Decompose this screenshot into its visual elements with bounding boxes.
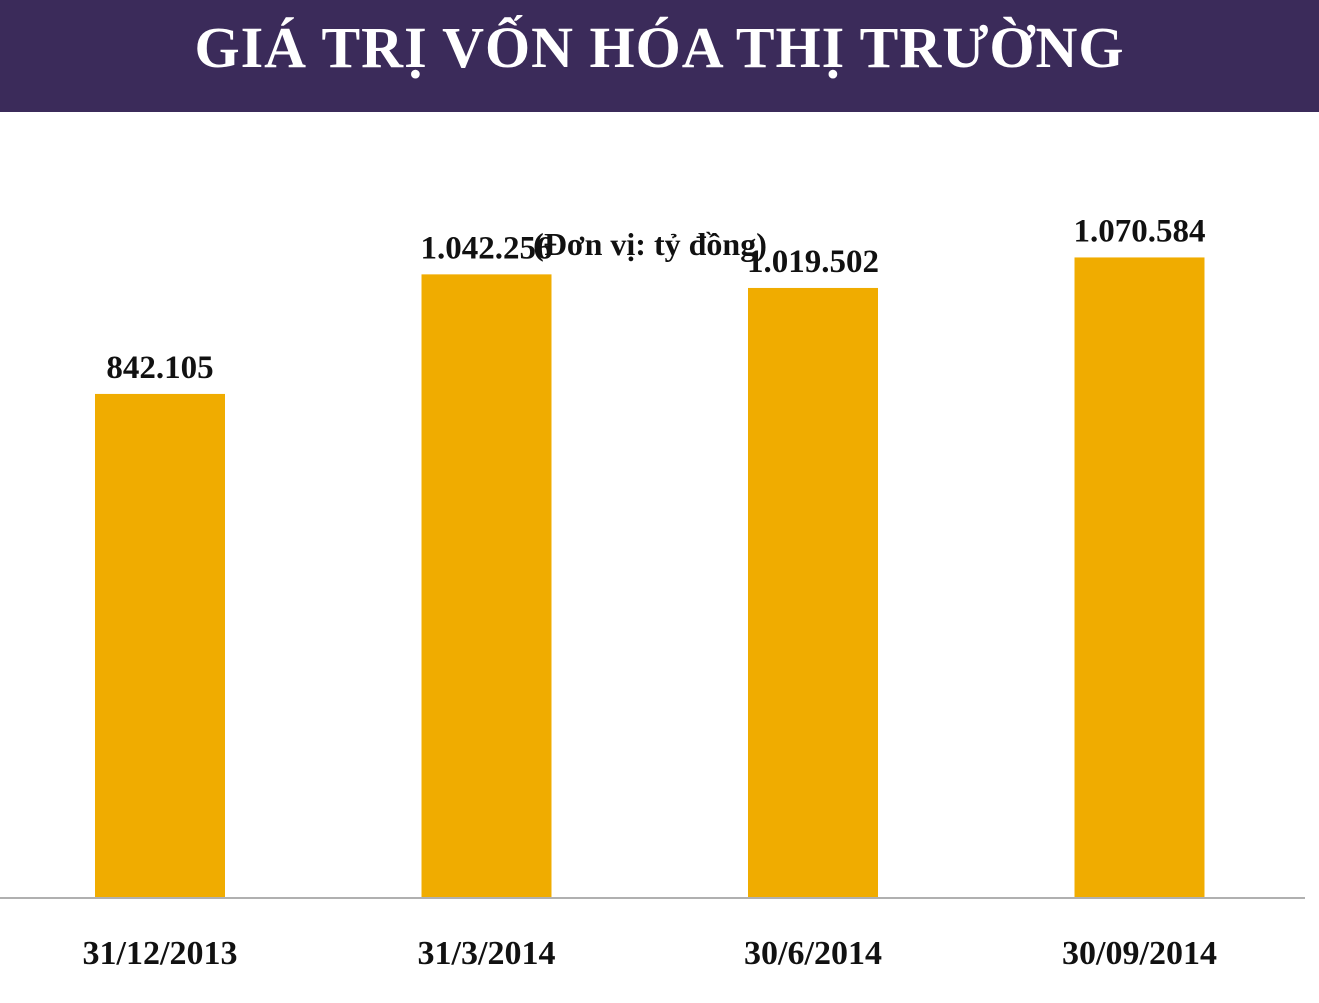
bar-value-label-3: 1.070.584 xyxy=(1074,213,1206,249)
x-tick-label-3: 30/09/2014 xyxy=(1062,935,1217,972)
bar-3 xyxy=(1074,257,1205,898)
bar-value-label-0: 842.105 xyxy=(106,350,213,386)
bar-2 xyxy=(748,287,878,897)
chart-header: GIÁ TRỊ VỐN HÓA THỊ TRƯỜNG xyxy=(0,0,1319,112)
x-tick-label-1: 31/3/2014 xyxy=(418,935,556,972)
unit-subtitle: (Đơn vị: tỷ đồng) xyxy=(533,226,767,262)
bar-value-label-1: 1.042.256 xyxy=(421,230,553,266)
x-tick-label-2: 30/6/2014 xyxy=(744,935,882,972)
x-tick-label-0: 31/12/2013 xyxy=(83,935,238,972)
bar-value-label-2: 1.019.502 xyxy=(747,244,879,280)
chart-title: GIÁ TRỊ VỐN HÓA THỊ TRƯỜNG xyxy=(194,14,1125,80)
bar-1 xyxy=(421,274,552,897)
bar-0 xyxy=(95,393,225,897)
